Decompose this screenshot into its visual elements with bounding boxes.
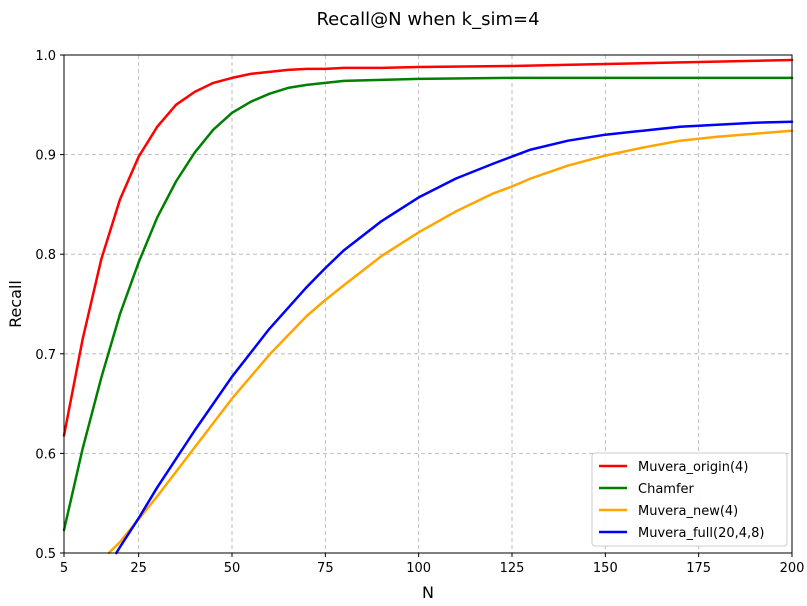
- y-tick-label: 0.5: [35, 547, 56, 562]
- plot-frame: [63, 54, 793, 554]
- y-tick-label: 1.0: [35, 49, 56, 64]
- x-tick-label: 175: [686, 561, 711, 576]
- y-tick-label: 0.7: [35, 348, 56, 363]
- x-ticks: 5 25 50 75 100 125 150 175 200: [60, 553, 805, 576]
- legend-label: Muvera_origin(4): [638, 460, 748, 475]
- x-tick-label: 125: [500, 561, 525, 576]
- x-tick-label: 75: [317, 561, 334, 576]
- legend-label: Muvera_full(20,4,8): [638, 526, 765, 541]
- legend-box: [591, 452, 788, 547]
- series-line-3: [115, 120, 794, 555]
- y-ticks: 0.5 0.6 0.7 0.8 0.9 1.0: [35, 49, 64, 562]
- y-tick-label: 0.6: [35, 447, 56, 462]
- x-axis-label: N: [422, 583, 434, 602]
- chart-title: Recall@N when k_sim=4: [316, 9, 539, 30]
- y-tick-label: 0.9: [35, 149, 56, 164]
- y-axis-label: Recall: [6, 280, 25, 328]
- legend-label: Chamfer: [638, 482, 695, 497]
- legend-label: Muvera_new(4): [638, 504, 738, 519]
- x-tick-label: 5: [60, 561, 68, 576]
- x-tick-label: 25: [130, 561, 147, 576]
- x-tick-label: 150: [593, 561, 618, 576]
- series-line-1: [62, 76, 794, 532]
- legend: Muvera_origin(4) Chamfer Muvera_new(4) Muve…: [591, 452, 788, 547]
- x-tick-label: 200: [780, 561, 805, 576]
- series-line-0: [62, 58, 794, 437]
- y-tick-label: 0.8: [35, 248, 56, 263]
- x-tick-label: 50: [224, 561, 241, 576]
- series-layer: [62, 58, 794, 555]
- series-line-2: [107, 129, 794, 555]
- x-tick-label: 100: [406, 561, 431, 576]
